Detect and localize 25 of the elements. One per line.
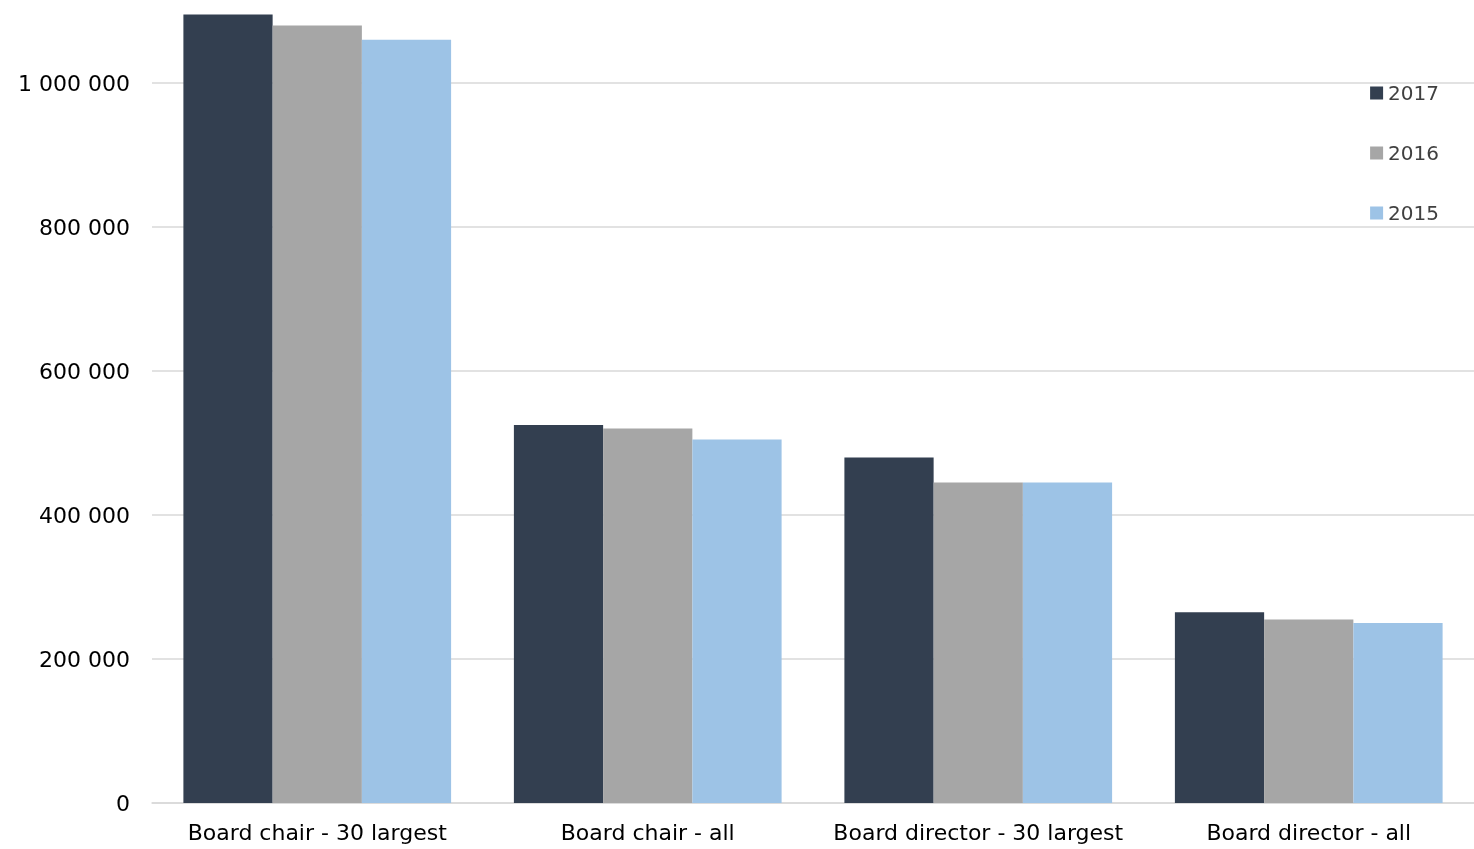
- bar: [692, 439, 782, 803]
- bar: [272, 25, 362, 803]
- bar: [933, 482, 1023, 803]
- y-tick-label: 1 000 000: [18, 70, 130, 96]
- y-tick-label: 800 000: [39, 214, 130, 240]
- y-tick-label: 0: [116, 790, 130, 816]
- legend-label: 2015: [1388, 201, 1440, 225]
- bar: [1353, 623, 1443, 803]
- bar: [1174, 612, 1265, 803]
- x-tick-label: Board director - all: [1206, 819, 1412, 845]
- bar: [844, 457, 934, 803]
- bar: [1022, 482, 1113, 803]
- x-tick-label: Board director - 30 largest: [833, 819, 1124, 845]
- bar: [1264, 619, 1354, 803]
- legend-label: 2017: [1388, 81, 1440, 105]
- bar: [513, 425, 604, 803]
- y-tick-label: 400 000: [39, 502, 130, 528]
- legend-label: 2016: [1388, 141, 1440, 165]
- x-tick-label: Board chair - all: [560, 819, 735, 845]
- y-tick-label: 200 000: [39, 646, 130, 672]
- x-tick-label: Board chair - 30 largest: [187, 819, 448, 845]
- bar: [183, 14, 273, 803]
- y-tick-label: 600 000: [39, 358, 130, 384]
- bar: [603, 428, 693, 803]
- bar: [361, 39, 452, 803]
